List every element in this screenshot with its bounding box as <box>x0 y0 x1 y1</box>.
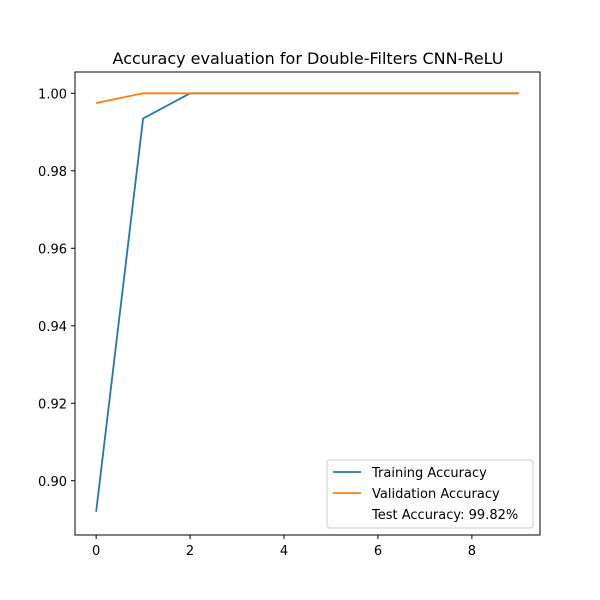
chart-title: Accuracy evaluation for Double-Filters C… <box>113 49 504 68</box>
x-tick-label: 8 <box>468 544 476 559</box>
legend-label-validation: Validation Accuracy <box>372 487 500 502</box>
y-tick-label: 0.98 <box>38 165 67 180</box>
legend-box <box>326 459 534 529</box>
ticks-layer: 0 2 4 6 8 0.90 0.92 0.94 0.96 0.98 1.00 <box>38 87 476 559</box>
y-tick-label: 0.92 <box>38 397 67 412</box>
series-layer <box>95 92 519 512</box>
x-tick-label: 4 <box>280 544 288 559</box>
plot-frame <box>74 71 541 536</box>
y-tick-label: 0.90 <box>38 475 67 490</box>
x-tick-label: 6 <box>374 544 382 559</box>
x-tick-label: 0 <box>92 544 100 559</box>
legend: Training Accuracy Validation Accuracy Te… <box>326 459 534 529</box>
series-line-1 <box>95 92 519 104</box>
y-tick-label: 1.00 <box>38 87 67 102</box>
legend-label-training: Training Accuracy <box>371 466 487 481</box>
legend-label-test-accuracy: Test Accuracy: 99.82% <box>371 508 518 523</box>
y-tick-label: 0.94 <box>38 320 67 335</box>
y-tick-label: 0.96 <box>38 242 67 257</box>
x-tick-label: 2 <box>186 544 194 559</box>
